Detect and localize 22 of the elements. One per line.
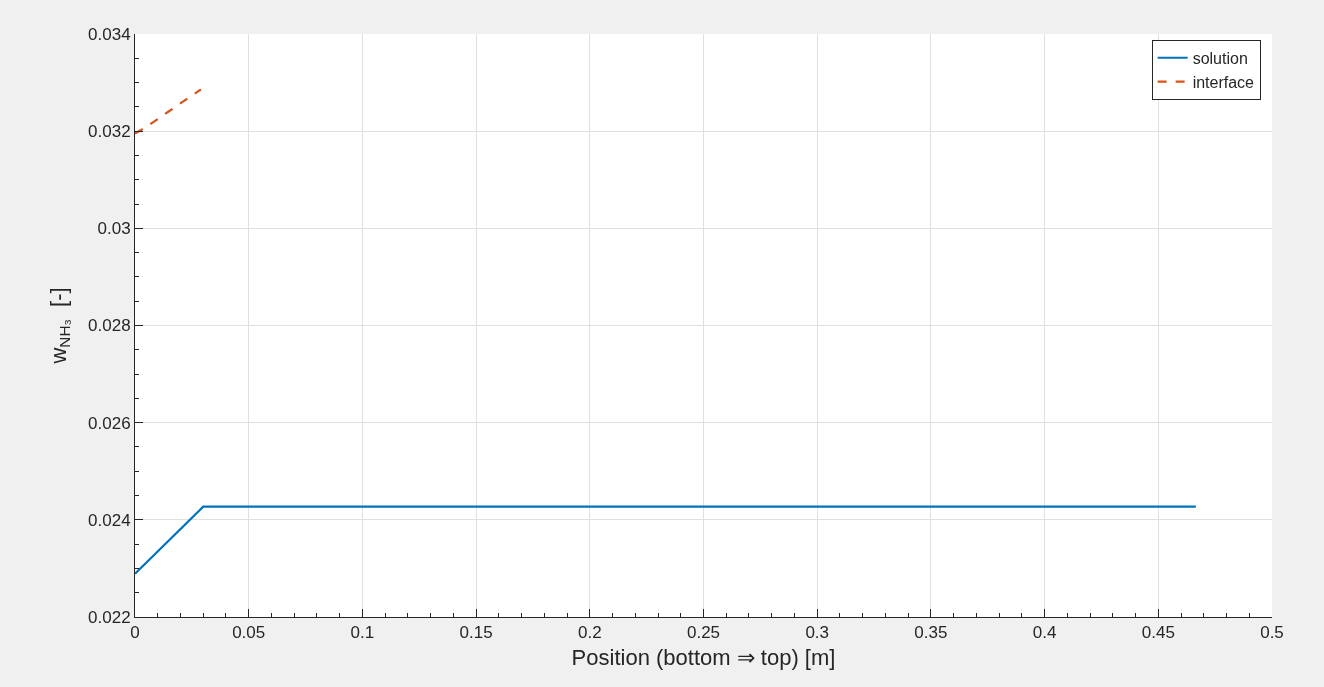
line-series [135,88,203,135]
legend-label: interface [1192,73,1255,91]
x-tick-label: 0.35 [914,623,948,643]
y-tick-label: 0.024 [88,510,131,530]
x-tick-label: 0.5 [1260,623,1284,643]
x-tick-label: 0.45 [1141,623,1175,643]
x-tick-label: 0.1 [350,623,375,643]
y-tick-label: 0.03 [97,219,131,239]
x-tick-label: 0.15 [459,623,493,643]
x-tick-label: 0.2 [577,623,602,643]
y-tick-label: 0.022 [88,607,131,627]
legend-label: solution [1192,49,1248,67]
y-tick-label: 0.032 [88,122,131,142]
x-tick-label: 0.4 [1032,623,1057,643]
y-tick-label: 0.028 [88,316,131,336]
y-tick-label: 0.034 [88,24,131,44]
x-tick-label: 0.05 [232,623,266,643]
x-tick-label: 0.3 [805,623,830,643]
y-tick-label: 0.026 [88,413,131,433]
x-tick-label: 0 [130,623,140,643]
x-tick-label: 0.25 [686,623,721,643]
x-axis-title: Position (bottom ⇒ top) [m] [571,645,836,671]
